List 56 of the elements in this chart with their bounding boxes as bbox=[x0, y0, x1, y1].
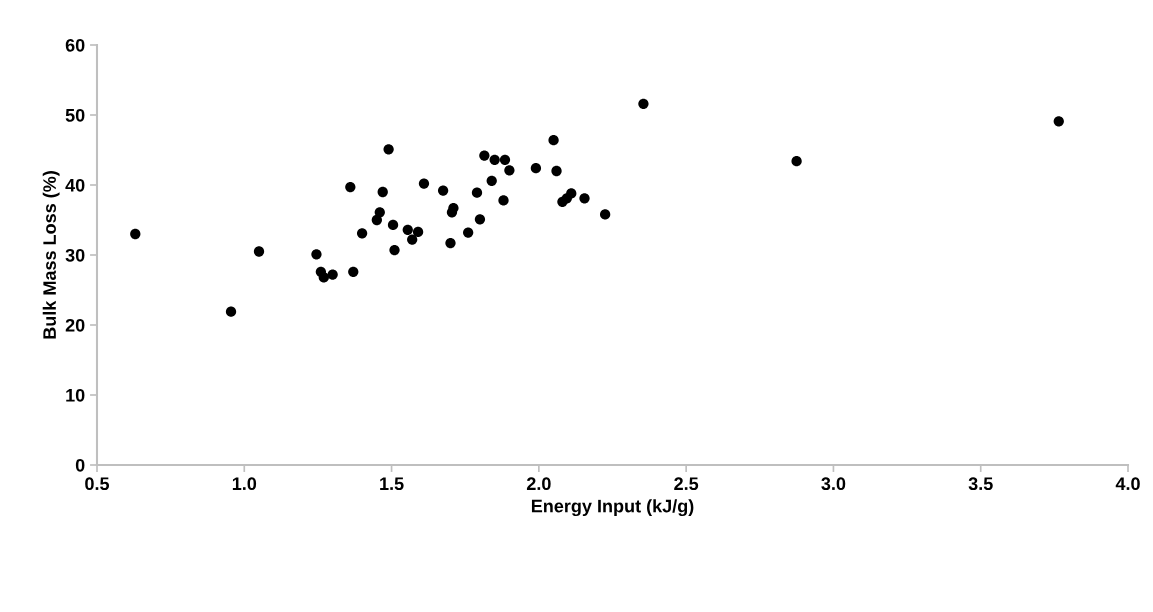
point bbox=[418, 178, 430, 189]
point bbox=[402, 224, 413, 235]
point bbox=[377, 186, 388, 198]
x-tick-label: 1.0 bbox=[232, 477, 257, 491]
point bbox=[407, 234, 418, 245]
y-tick-label: 20 bbox=[65, 318, 85, 332]
y-tick-label: 10 bbox=[66, 388, 85, 402]
point bbox=[566, 188, 577, 199]
point bbox=[479, 150, 490, 161]
y-tick-label: 30 bbox=[65, 248, 85, 262]
point bbox=[374, 207, 385, 218]
point bbox=[318, 272, 329, 283]
y-tick-label: 60 bbox=[65, 38, 85, 52]
y-tick-label: 50 bbox=[65, 108, 85, 122]
point bbox=[486, 175, 497, 186]
point bbox=[551, 165, 562, 177]
point bbox=[504, 165, 515, 176]
point bbox=[489, 154, 500, 165]
point bbox=[474, 214, 486, 225]
point bbox=[791, 156, 802, 167]
y-tick-label: 40 bbox=[65, 178, 85, 192]
point bbox=[471, 187, 483, 198]
x-tick-label: 1.5 bbox=[380, 477, 404, 491]
x-tick-label: 2.0 bbox=[526, 477, 551, 491]
point bbox=[437, 185, 449, 196]
point bbox=[253, 246, 265, 257]
point bbox=[371, 214, 382, 226]
x-tick-label: 3.0 bbox=[821, 477, 846, 491]
point bbox=[638, 98, 649, 109]
x-tick-label: 0.5 bbox=[85, 477, 110, 491]
point bbox=[548, 135, 559, 146]
point bbox=[1053, 116, 1064, 127]
point bbox=[225, 306, 237, 317]
point bbox=[130, 228, 141, 240]
point bbox=[389, 244, 400, 256]
y-tick-label: 0 bbox=[75, 458, 85, 472]
point bbox=[383, 144, 394, 155]
point bbox=[463, 227, 474, 238]
point bbox=[530, 163, 542, 174]
point bbox=[412, 226, 424, 238]
x-tick-label: 2.5 bbox=[674, 477, 699, 491]
point bbox=[579, 193, 590, 204]
point bbox=[387, 219, 399, 231]
point bbox=[345, 181, 356, 193]
point bbox=[499, 154, 511, 165]
point bbox=[356, 228, 368, 239]
point bbox=[311, 249, 322, 260]
x-axis-title: Energy Input (kJ/g) bbox=[531, 499, 694, 517]
point bbox=[348, 266, 359, 277]
y-axis-title: Bulk Mass Loss (%) bbox=[42, 171, 60, 339]
point bbox=[327, 269, 338, 280]
point bbox=[445, 237, 456, 249]
point bbox=[498, 195, 509, 206]
x-tick-label: 3.5 bbox=[968, 477, 993, 491]
point bbox=[599, 209, 611, 220]
x-tick-label: 4.0 bbox=[1115, 477, 1140, 491]
